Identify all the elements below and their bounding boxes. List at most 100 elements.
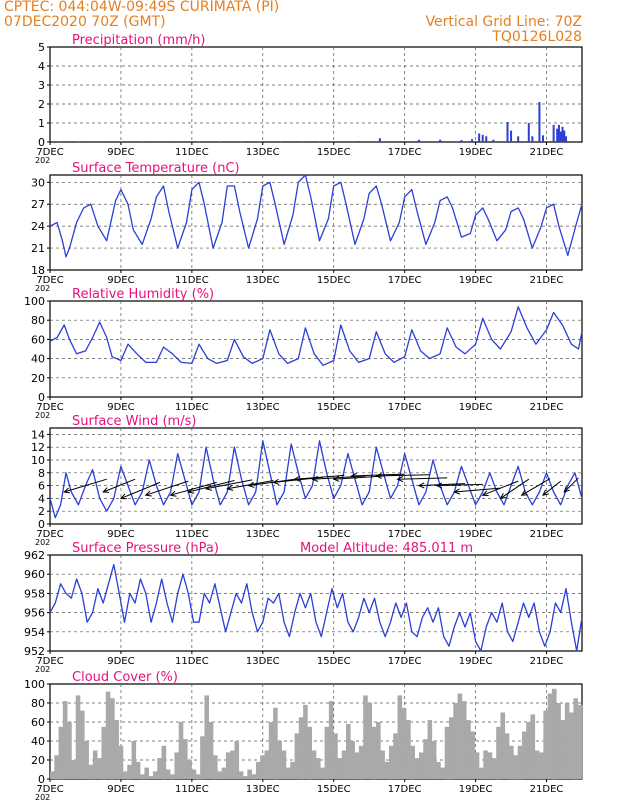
precip-xtick-label: 17DEC bbox=[388, 147, 422, 158]
cloud-bar bbox=[273, 707, 278, 780]
precip-bar bbox=[556, 128, 559, 142]
cloud-bar bbox=[427, 720, 433, 779]
wind-arrow-head bbox=[226, 484, 234, 491]
pressure-xtick-label: 17DEC bbox=[388, 656, 422, 667]
cloud-xtick-label: 11DEC bbox=[175, 784, 209, 795]
cloud-bar bbox=[320, 767, 325, 779]
cloud-bar bbox=[436, 761, 441, 779]
wind-panel bbox=[47, 427, 583, 527]
precip-frame bbox=[49, 46, 583, 143]
cloud-bar bbox=[165, 769, 171, 779]
cloud-bar bbox=[148, 776, 154, 779]
precip-bar bbox=[506, 122, 509, 142]
cloud-bar bbox=[526, 722, 531, 779]
station-info: CPTEC: 044:04W-09:49S CURIMATA (PI) bbox=[4, 0, 280, 15]
wind-frame bbox=[49, 427, 583, 525]
wind-xtick-label: 17DEC bbox=[388, 529, 422, 540]
wind-xtick-label: 21DEC bbox=[530, 529, 564, 540]
temp-ytick-label: 21 bbox=[31, 242, 45, 255]
precip-bar bbox=[510, 130, 513, 142]
cloud-bar bbox=[217, 771, 222, 779]
rh-ytick-label: 60 bbox=[31, 333, 45, 346]
cloud-bar bbox=[418, 752, 424, 779]
wind-arrow-head bbox=[396, 476, 404, 483]
wind-arrow-head bbox=[169, 490, 177, 497]
rh-panel bbox=[47, 300, 583, 400]
cloud-bar bbox=[487, 752, 493, 779]
cloud-bar bbox=[208, 722, 214, 779]
temp-ytick-label: 30 bbox=[31, 176, 45, 189]
cloud-bar bbox=[388, 745, 394, 780]
pressure-xtick-label: 15DEC bbox=[317, 656, 351, 667]
pressure-ytick-label: 962 bbox=[24, 549, 45, 562]
wind-ytick-label: 14 bbox=[31, 428, 45, 441]
cloud-xtick-label: 15DEC bbox=[317, 784, 351, 795]
cloud-bar bbox=[58, 726, 64, 780]
wind-arrow bbox=[188, 479, 235, 493]
rh-ytick-label: 100 bbox=[24, 295, 45, 308]
pressure-panel bbox=[47, 554, 583, 654]
cloud-bar bbox=[466, 720, 471, 779]
wind-arrow bbox=[482, 480, 519, 496]
wind-arrow-head bbox=[481, 490, 489, 497]
wind-arrow-head bbox=[119, 493, 127, 500]
precip-bar bbox=[240, 141, 243, 142]
temp-title: Surface Temperature (nC) bbox=[72, 161, 240, 176]
precip-bar bbox=[552, 124, 555, 142]
temp-year-stub: 202 bbox=[35, 284, 50, 293]
cloud-bar bbox=[316, 758, 321, 779]
precip-xtick-label: 7DEC bbox=[36, 147, 63, 158]
temp-xtick-label: 13DEC bbox=[246, 275, 280, 286]
cloud-bar bbox=[268, 722, 274, 779]
precip-bar bbox=[197, 141, 200, 142]
wind-arrow-head bbox=[435, 482, 443, 489]
header-right: Vertical Grid Line: 70Z TQ0126L028 bbox=[0, 0, 618, 45]
wind-arrow-head bbox=[311, 475, 319, 482]
rh-ytick-label: 80 bbox=[31, 314, 45, 327]
cloud-bar bbox=[140, 774, 145, 780]
wind-arrow bbox=[397, 477, 448, 480]
cloud-bar bbox=[221, 767, 227, 779]
cloud-bar bbox=[213, 755, 218, 780]
wind-arrow-head bbox=[144, 490, 152, 497]
precip-bar bbox=[531, 136, 534, 142]
wind-arrow-head bbox=[563, 486, 571, 493]
cloud-bar bbox=[431, 741, 437, 779]
cloud-xtick-label: 7DEC bbox=[36, 784, 63, 795]
cloud-bar bbox=[573, 698, 579, 780]
pressure-ytick-label: 960 bbox=[24, 568, 45, 581]
precip-panel bbox=[47, 46, 583, 145]
precip-bar bbox=[527, 123, 530, 142]
cloud-bar bbox=[496, 726, 501, 780]
cloud-ytick-label: 0 bbox=[38, 773, 45, 786]
wind-arrow bbox=[205, 479, 253, 490]
cloud-bar bbox=[195, 774, 201, 780]
cloud-xtick-label: 19DEC bbox=[459, 784, 493, 795]
wind-arrow-head bbox=[542, 489, 549, 496]
wind-arrow-head bbox=[332, 475, 340, 482]
cloud-bar bbox=[50, 771, 55, 779]
cloud-bar bbox=[183, 739, 188, 779]
cloud-bar bbox=[350, 741, 355, 779]
cloud-xtick-label: 9DEC bbox=[107, 784, 134, 795]
wind-arrow-head bbox=[63, 487, 71, 494]
cloud-bar bbox=[509, 745, 514, 780]
cloud-bar bbox=[110, 698, 115, 780]
temp-ytick-label: 27 bbox=[31, 198, 45, 211]
precip-bar bbox=[279, 141, 282, 142]
wind-arrow bbox=[542, 480, 562, 496]
temp-xtick-label: 15DEC bbox=[317, 275, 351, 286]
cloud-bar bbox=[380, 750, 385, 779]
temp-series-line bbox=[49, 174, 583, 258]
cloud-bar bbox=[500, 712, 506, 779]
cloud-bar bbox=[401, 707, 407, 780]
precip-bar bbox=[481, 134, 484, 142]
precip-ytick-label: 5 bbox=[38, 41, 45, 54]
cloud-bar bbox=[281, 750, 287, 779]
temp-xtick-label: 19DEC bbox=[459, 275, 493, 286]
cloud-bar bbox=[294, 733, 300, 779]
wind-title: Surface Wind (m/s) bbox=[72, 414, 196, 429]
cloud-bar bbox=[260, 755, 265, 780]
cloud-ytick-label: 20 bbox=[31, 754, 45, 767]
